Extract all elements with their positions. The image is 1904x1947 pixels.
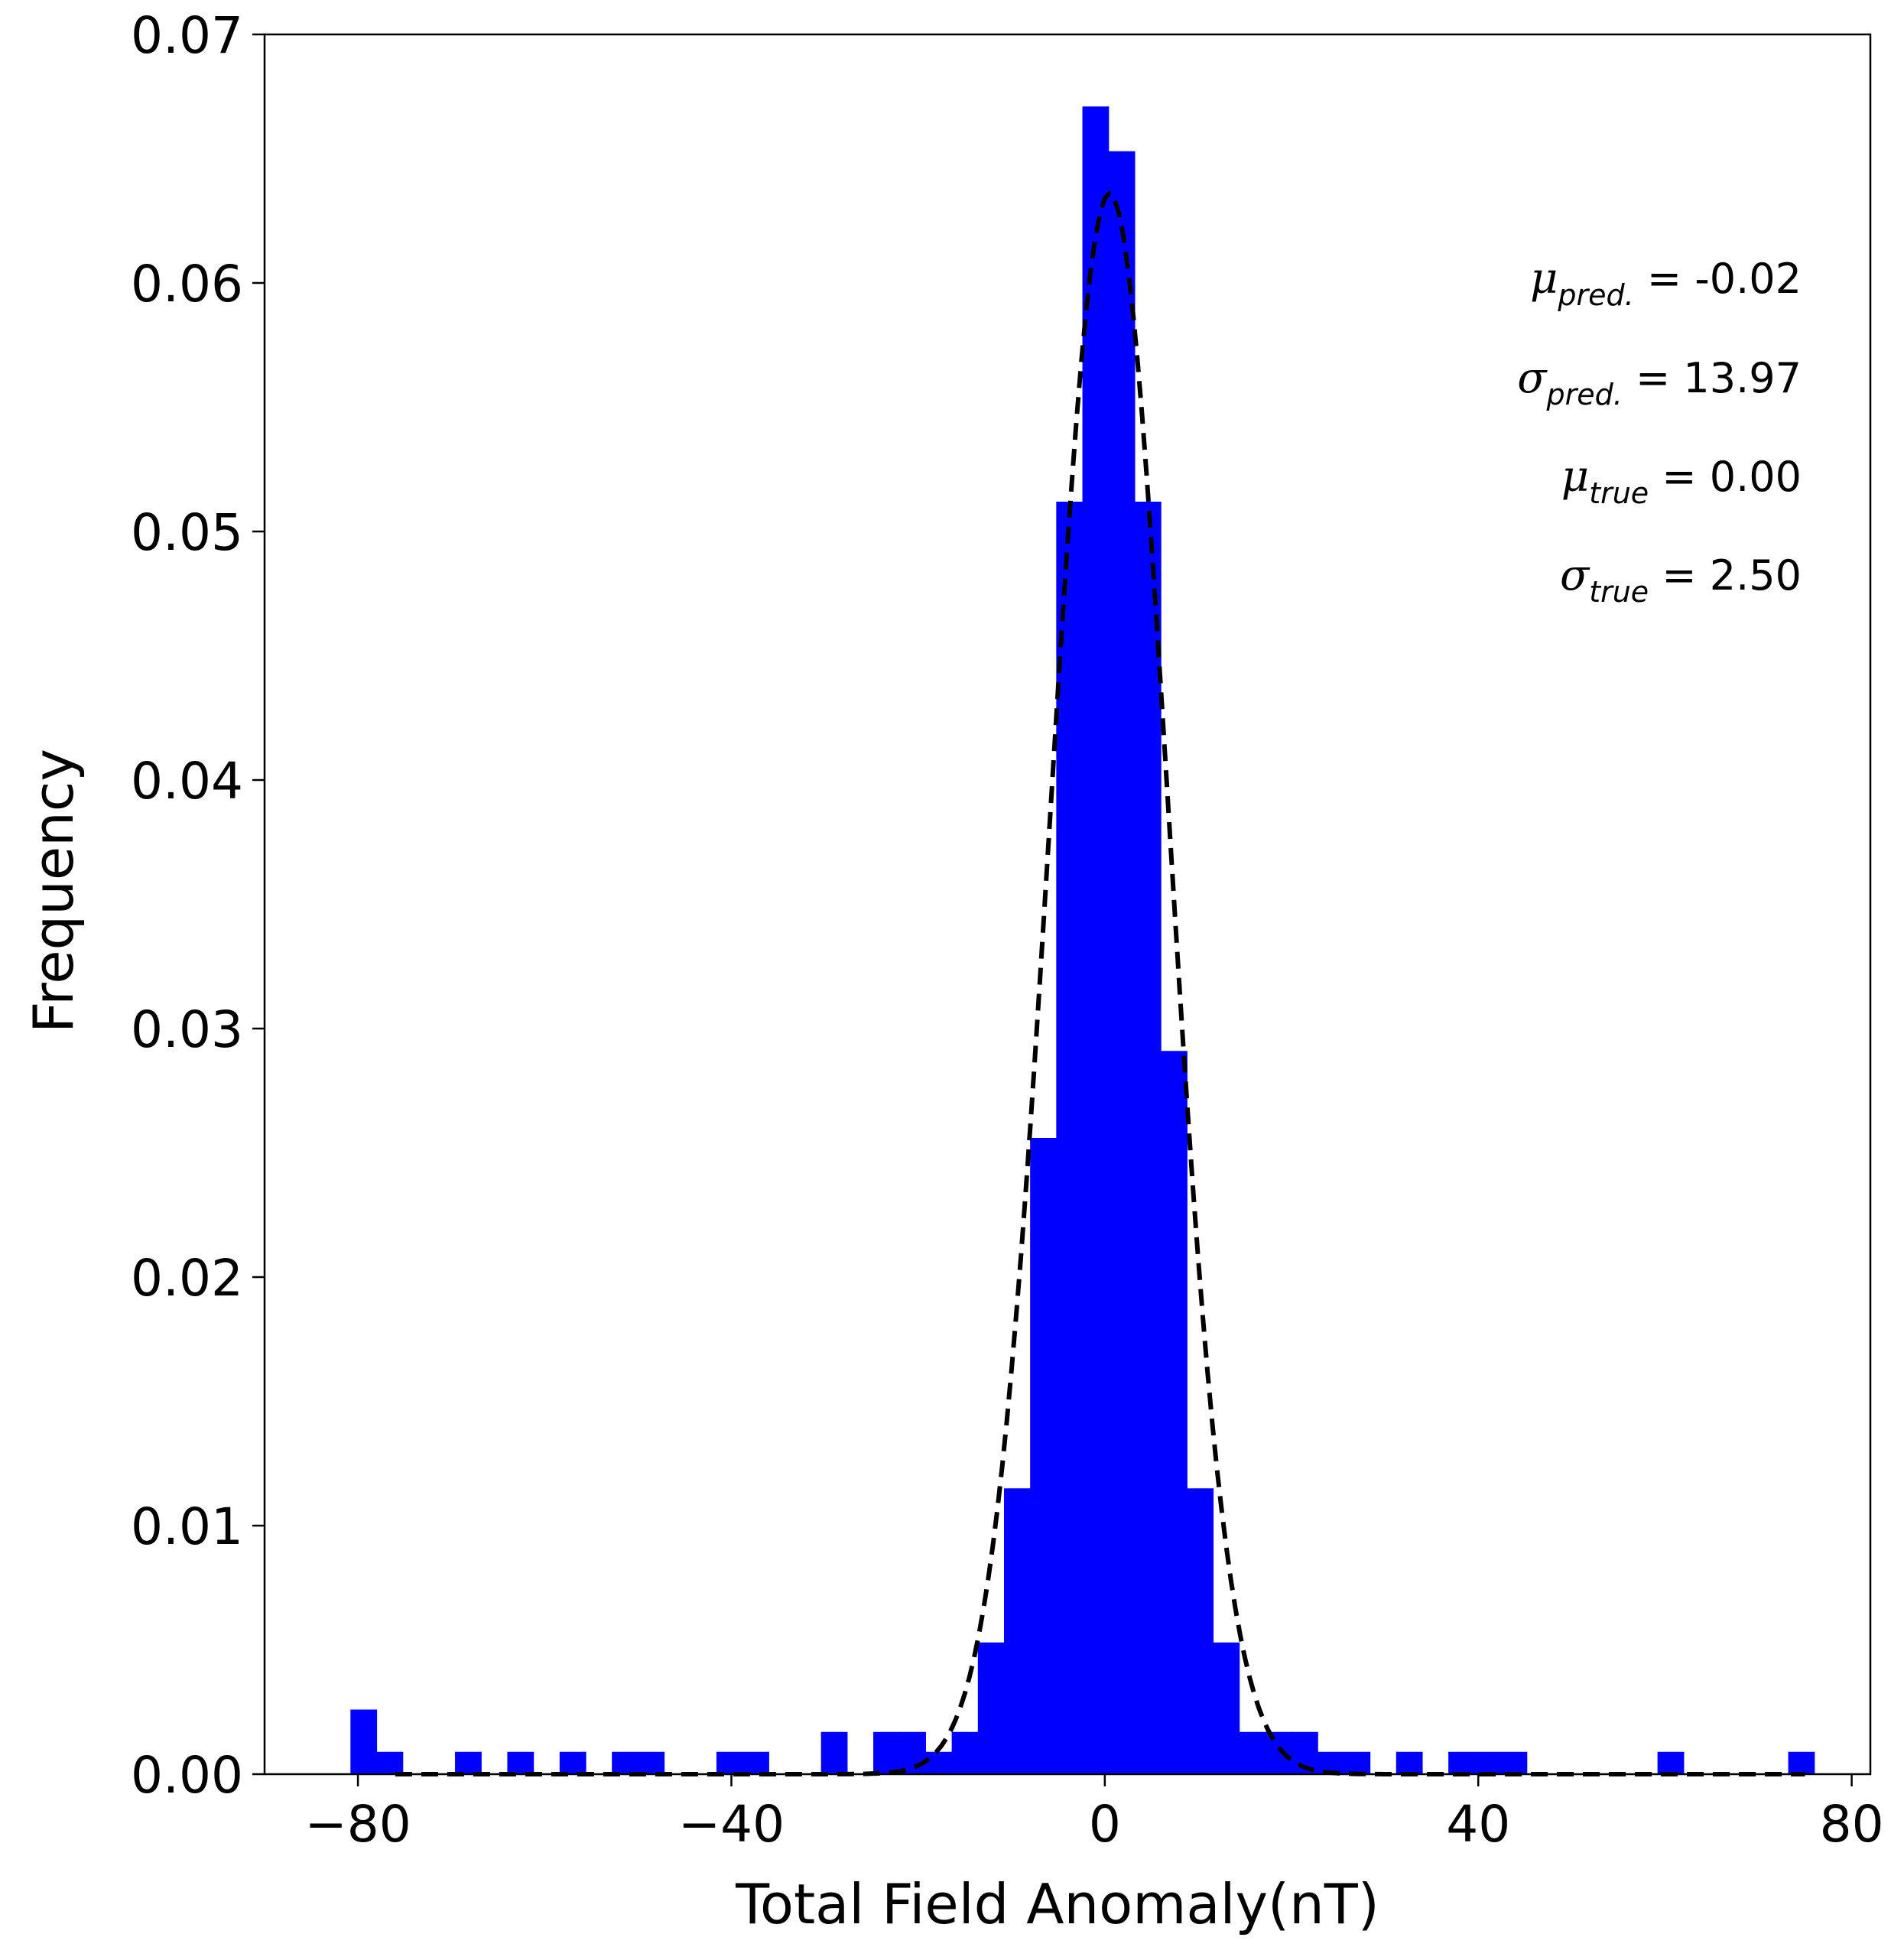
- histogram-bar-2: [455, 1751, 482, 1774]
- histogram-bar-9: [820, 1731, 848, 1774]
- histogram-bar-20: [1134, 502, 1162, 1774]
- y-tick-label: 0.06: [131, 255, 243, 314]
- x-axis: −80 −40 0 40 80: [304, 1774, 1884, 1854]
- histogram-bar-33: [1657, 1751, 1685, 1774]
- y-axis-title: Frequency: [21, 749, 86, 1033]
- y-axis: 0.00 0.01 0.02 0.03 0.04 0.05 0.06 0.07: [131, 6, 265, 1805]
- histogram-bar-21: [1161, 1051, 1188, 1774]
- histogram-bar-4: [559, 1751, 586, 1774]
- stat-annotation: μpred. = -0.02: [1530, 254, 1802, 312]
- histogram-bar-13: [951, 1731, 979, 1774]
- histogram-bar-14: [977, 1642, 1005, 1774]
- x-axis-title: Total Field Anomaly(nT): [735, 1872, 1379, 1936]
- histogram-bar-34: [1788, 1751, 1815, 1774]
- histogram-bar-29: [1396, 1751, 1423, 1774]
- stat-symbol: σ: [1517, 353, 1548, 403]
- stat-subscript: pred.: [1546, 378, 1623, 411]
- y-tick-label: 0.04: [131, 752, 243, 811]
- histogram-bar-12: [925, 1751, 953, 1774]
- stat-symbol: μ: [1530, 254, 1558, 304]
- plot-frame: [263, 33, 1872, 1776]
- y-tick-label: 0.00: [131, 1746, 243, 1805]
- stat-subscript: true: [1589, 476, 1649, 510]
- x-tick-label: −80: [304, 1795, 411, 1854]
- histogram-bar-11: [899, 1731, 927, 1774]
- histogram-bar-15: [1003, 1488, 1031, 1774]
- histogram-bar-25: [1265, 1731, 1292, 1774]
- y-tick-label: 0.07: [131, 6, 243, 65]
- histogram-bar-30: [1448, 1751, 1475, 1774]
- histogram-bar-23: [1213, 1642, 1240, 1774]
- x-tick-label: −40: [678, 1795, 785, 1854]
- x-tick-label: 0: [1089, 1795, 1121, 1854]
- stat-annotation: μtrue = 0.00: [1561, 452, 1802, 510]
- stat-subscript: true: [1589, 575, 1649, 609]
- stat-annotation: σtrue = 2.50: [1560, 551, 1802, 609]
- y-tick-label: 0.05: [131, 503, 243, 562]
- histogram-bar-0: [350, 1709, 378, 1774]
- histogram-bar-10: [873, 1731, 900, 1774]
- histogram-bar-7: [716, 1751, 743, 1774]
- stat-symbol: μ: [1561, 452, 1589, 502]
- y-tick-label: 0.03: [131, 1000, 243, 1059]
- x-tick-label: 40: [1446, 1795, 1510, 1854]
- y-tick-label: 0.01: [131, 1497, 243, 1556]
- histogram-bar-28: [1344, 1751, 1371, 1774]
- stat-value: = 13.97: [1623, 354, 1802, 402]
- histogram-bars: [350, 106, 1815, 1774]
- histogram-bar-16: [1030, 1138, 1057, 1774]
- histogram-bar-17: [1056, 502, 1084, 1774]
- stat-annotation: σpred. = 13.97: [1517, 353, 1802, 411]
- x-tick-label: 80: [1820, 1795, 1884, 1854]
- y-tick-label: 0.02: [131, 1249, 243, 1308]
- stat-value: = -0.02: [1634, 255, 1802, 303]
- histogram-bar-22: [1187, 1488, 1214, 1774]
- histogram-bar-31: [1474, 1751, 1502, 1774]
- stat-value: = 2.50: [1649, 551, 1802, 600]
- histogram-bar-3: [507, 1751, 534, 1774]
- histogram-bar-18: [1082, 106, 1110, 1774]
- histogram-bar-1: [376, 1751, 404, 1774]
- histogram-bar-32: [1500, 1751, 1528, 1774]
- histogram-bar-19: [1108, 151, 1136, 1774]
- histogram-bar-8: [742, 1751, 769, 1774]
- stat-symbol: σ: [1560, 551, 1590, 600]
- histogram-bar-24: [1239, 1731, 1266, 1774]
- histogram-bar-6: [638, 1751, 665, 1774]
- stat-value: = 0.00: [1649, 453, 1802, 501]
- stat-subscript: pred.: [1557, 278, 1633, 312]
- histogram-bar-5: [612, 1751, 638, 1774]
